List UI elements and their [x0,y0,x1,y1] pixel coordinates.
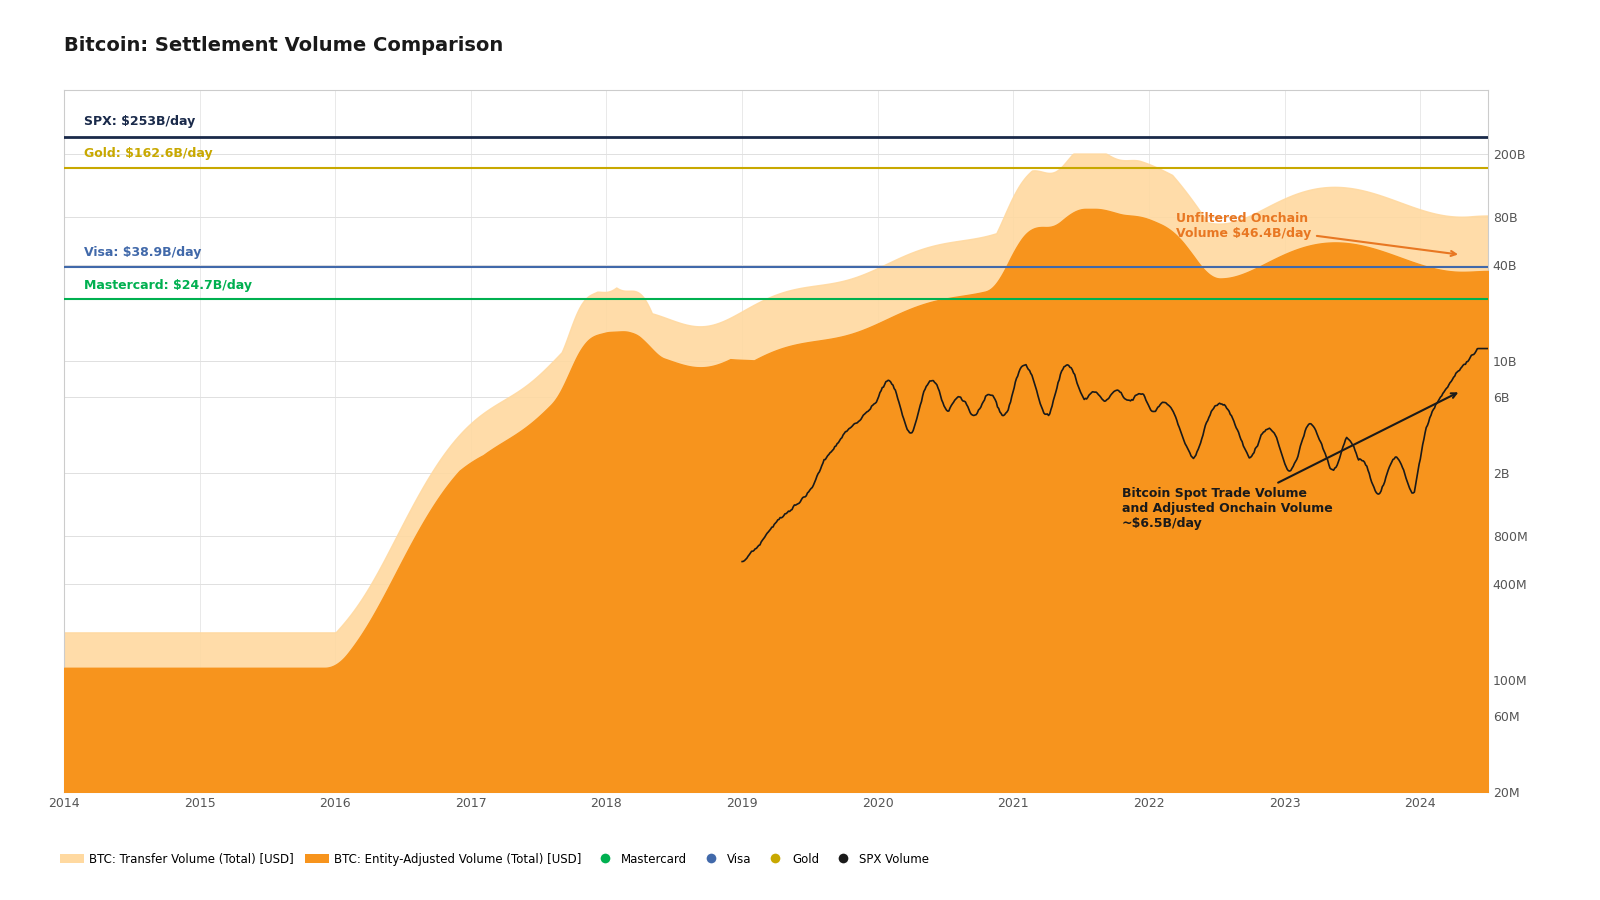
Text: Visa: $38.9B/day: Visa: $38.9B/day [85,247,202,259]
Legend: BTC: Transfer Volume (Total) [USD], BTC: Entity-Adjusted Volume (Total) [USD], M: BTC: Transfer Volume (Total) [USD], BTC:… [56,848,934,870]
Text: Gold: $162.6B/day: Gold: $162.6B/day [85,147,213,160]
Text: SPX: $253B/day: SPX: $253B/day [85,114,195,128]
Text: Mastercard: $24.7B/day: Mastercard: $24.7B/day [85,279,253,292]
Text: Bitcoin Spot Trade Volume
and Adjusted Onchain Volume
~$6.5B/day: Bitcoin Spot Trade Volume and Adjusted O… [1122,393,1456,530]
Text: Bitcoin: Settlement Volume Comparison: Bitcoin: Settlement Volume Comparison [64,36,504,55]
Text: Unfiltered Onchain
Volume $46.4B/day: Unfiltered Onchain Volume $46.4B/day [1176,212,1456,256]
